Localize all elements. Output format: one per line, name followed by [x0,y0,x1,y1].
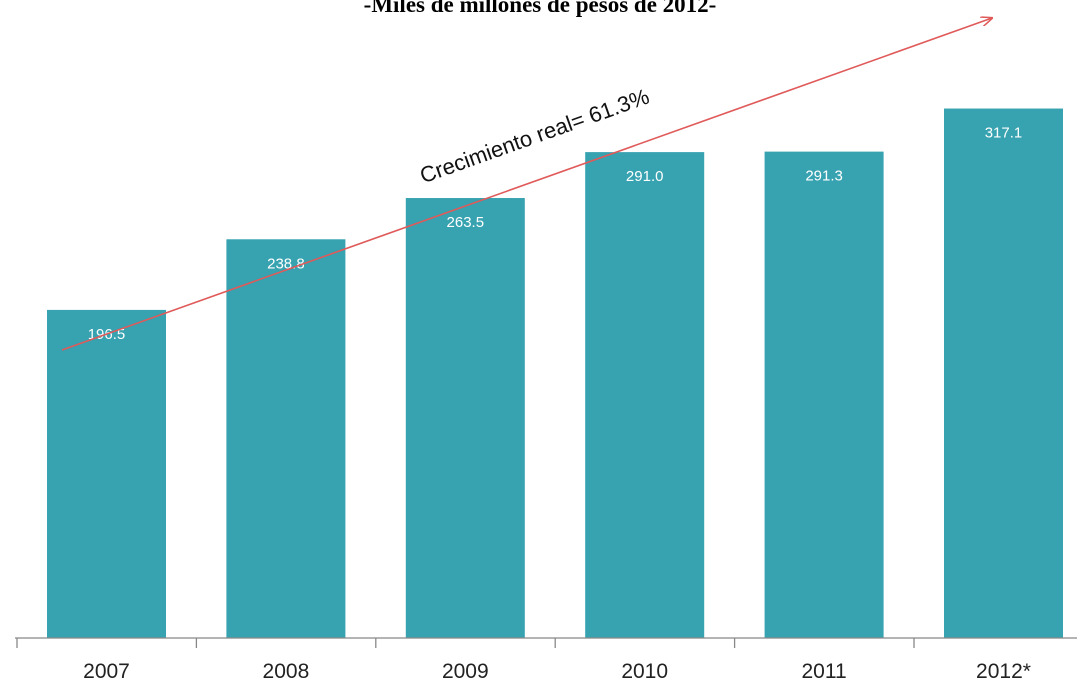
data-label-2011: 291.3 [805,168,843,185]
x-axis [15,637,1077,648]
x-tick-label-2009: 2009 [442,660,489,683]
bar-2010 [585,152,705,638]
data-label-2010: 291.0 [626,168,664,185]
x-tick-labels: 2007 2008 2009 2010 2011 2012* [83,660,1031,683]
bar-2007 [47,309,166,638]
bar-2011 [764,151,884,638]
growth-arrow [61,18,992,351]
bar-2012* [944,108,1063,638]
data-label-2008: 238.8 [267,255,305,272]
chart-title: -Miles de millones de pesos de 2012- [364,0,717,17]
data-label-2012*: 317.1 [985,125,1023,142]
data-label-2009: 263.5 [447,214,485,231]
x-tick-label-2011: 2011 [802,660,847,683]
x-tick-label-2007: 2007 [83,660,130,683]
x-tick-label-2010: 2010 [621,660,668,683]
x-tick-label-2008: 2008 [263,660,310,683]
bar-2008 [226,239,346,638]
bar-2009 [405,198,525,638]
x-tick-label-2012*: 2012* [976,660,1031,683]
